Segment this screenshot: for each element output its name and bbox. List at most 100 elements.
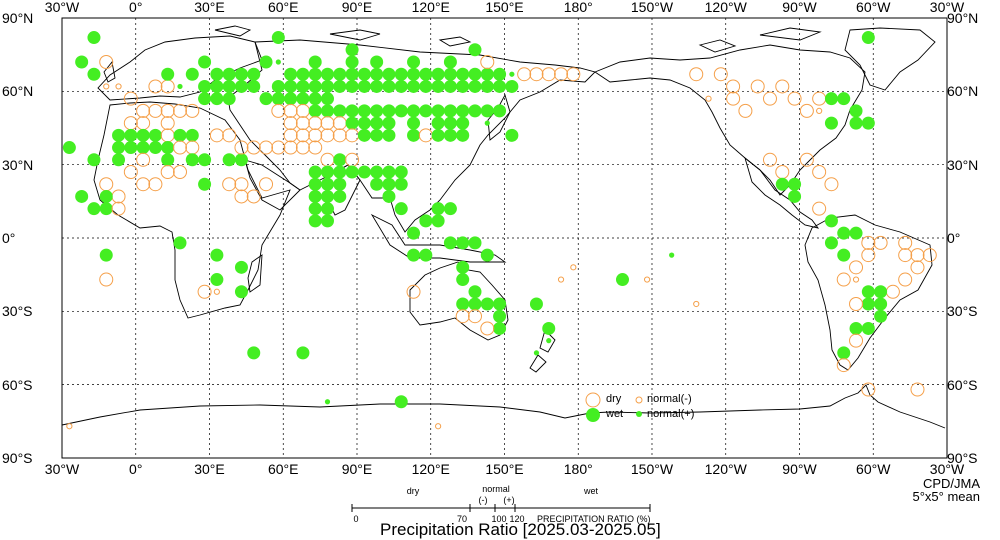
precip-symbol-dry [123,116,138,131]
precip-symbol-dry [849,333,864,348]
precip-symbol-normal-plus [546,338,552,344]
precip-symbol-wet [296,67,310,81]
precip-symbol-dry [898,272,913,287]
precip-symbol-dry [480,54,495,69]
map-title: Precipitation Ratio [2025.03-2025.05] [380,520,661,539]
precip-symbol-wet [259,92,273,106]
colorbar-dry-label: dry [406,486,420,496]
precip-symbol-wet [75,55,89,69]
precip-symbol-wet [333,189,347,203]
precip-symbol-wet [468,43,482,57]
precip-symbol-wet [357,104,371,118]
precip-symbol-wet [431,214,445,228]
precip-symbol-wet [394,79,408,93]
longitude-label: 120°W [704,0,747,15]
precip-symbol-dry [185,140,200,155]
precip-symbol-wet [210,67,224,81]
precip-symbol-wet [296,346,310,360]
precip-symbol-normal-minus [66,423,73,430]
precip-symbol-dry [283,128,298,143]
precip-symbol-wet [333,104,347,118]
precip-symbol-wet [407,79,421,93]
precip-symbol-normal-plus [484,120,490,126]
precip-symbol-dry [148,177,163,192]
precip-symbol-wet [505,128,519,142]
precip-symbol-wet [407,104,421,118]
longitude-label: 90°E [341,0,373,15]
precip-symbol-wet [468,285,482,299]
precip-symbol-wet [345,43,359,57]
precip-symbol-dry [455,309,470,324]
longitude-label: 180° [563,461,593,477]
precip-symbol-wet [320,214,334,228]
precip-symbol-wet [296,92,310,106]
precip-symbol-normal-minus [103,83,110,90]
precip-symbol-normal-minus [816,107,823,114]
precip-symbol-wet [87,31,101,45]
precip-symbol-wet [112,141,126,155]
precip-symbol-wet [308,79,322,93]
precip-symbol-wet [333,67,347,81]
precip-symbol-normal-minus [693,300,700,308]
australia-coast [409,261,509,341]
north-america-coast [594,44,866,196]
precip-symbol-wet [320,202,334,216]
precip-symbol-wet [222,79,236,93]
precip-symbol-wet [222,153,236,167]
precip-symbol-wet [542,321,556,335]
precip-symbol-wet [370,165,384,179]
precip-symbol-wet [407,116,421,130]
precip-symbol-wet [407,248,421,262]
precip-symbol-wet [320,177,334,191]
precip-symbol-dry [898,235,913,250]
precip-symbol-dry [836,272,851,287]
latitude-label: 30°N [947,156,979,173]
precip-symbol-wet [308,165,322,179]
precip-symbol-dry [799,103,814,118]
precip-symbol-normal-minus [213,288,220,295]
precip-symbol-wet [185,153,199,167]
precip-symbol-wet [382,189,396,203]
precip-symbol-wet [357,79,371,93]
precip-symbol-wet [234,67,248,81]
precip-symbol-dry [332,128,347,143]
precip-symbol-wet [443,79,457,93]
precip-symbol-wet [308,92,322,106]
precip-symbol-dry [861,248,876,263]
precip-symbol-dry [762,91,777,106]
precip-symbol-wet [271,31,285,45]
precip-symbol-wet [837,346,851,360]
latitude-label: 30°S [947,303,978,320]
precip-symbol-dry [234,189,249,204]
precip-symbol-wet [370,67,384,81]
precip-symbol-dry [849,296,864,311]
longitude-label: 60°E [267,0,299,15]
precip-symbol-wet [271,79,285,93]
precip-symbol-wet [456,297,470,311]
precip-symbol-wet [431,202,445,216]
precip-symbol-normal-minus [557,276,565,283]
precip-symbol-wet [333,177,347,191]
precip-symbol-wet [308,104,322,118]
latitude-label: 30°S [2,303,33,320]
precip-symbol-wet [370,55,384,69]
new-zealand-coast [529,329,556,373]
precip-symbol-wet [456,67,470,81]
longitude-label: 30°W [44,461,80,477]
precip-symbol-wet [493,67,507,81]
colorbar-plus-label: (+) [503,495,515,505]
precip-symbol-dry [136,177,151,192]
precip-symbol-wet [198,92,212,106]
precip-symbol-wet [148,141,162,155]
precip-symbol-wet [173,128,187,142]
longitude-label: 150°W [630,0,674,15]
longitude-label: 90°W [782,0,817,15]
precip-symbol-dry [726,79,741,94]
precip-symbol-wet [185,128,199,142]
precip-symbol-wet [345,79,359,93]
precip-symbol-wet [849,226,863,240]
precip-symbol-wet [407,55,421,69]
longitude-label: 30°E [194,0,225,15]
precip-symbol-dry [283,103,298,118]
latitude-label: 0° [947,229,961,246]
